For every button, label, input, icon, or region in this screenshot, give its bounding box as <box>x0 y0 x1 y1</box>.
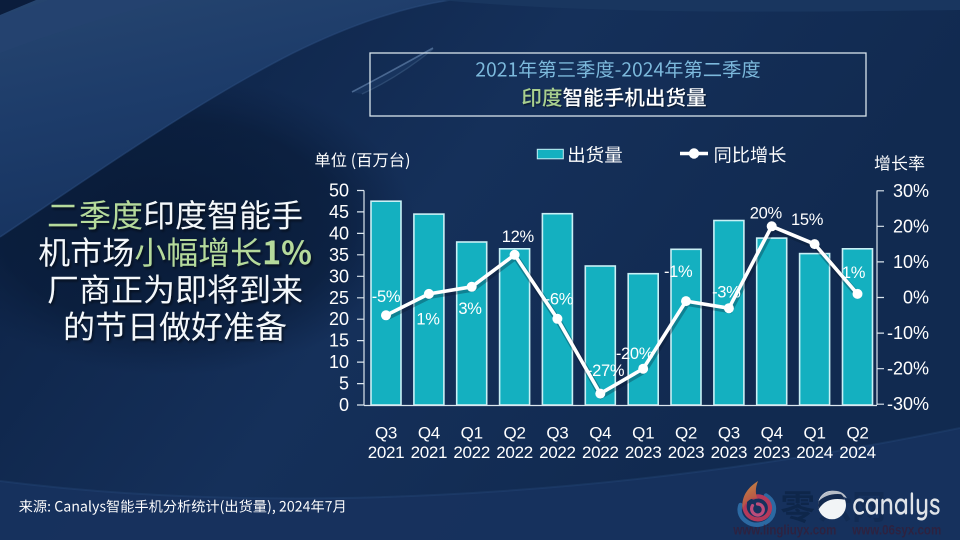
svg-text:-20%: -20% <box>887 359 929 379</box>
svg-text:Q2: Q2 <box>846 424 868 443</box>
svg-text:Q1: Q1 <box>804 424 826 443</box>
svg-text:30%: 30% <box>893 181 929 201</box>
svg-text:-10%: -10% <box>887 323 929 343</box>
svg-text:2023: 2023 <box>753 443 790 462</box>
svg-text:12%: 12% <box>502 228 535 246</box>
svg-text:2021: 2021 <box>411 443 448 462</box>
svg-text:20%: 20% <box>750 204 783 222</box>
svg-text:-3%: -3% <box>712 283 741 301</box>
svg-text:25: 25 <box>329 288 349 308</box>
svg-text:1%: 1% <box>416 311 440 329</box>
svg-text:-30%: -30% <box>887 394 929 414</box>
svg-text:Q2: Q2 <box>675 424 697 443</box>
svg-text:2021: 2021 <box>368 443 405 462</box>
svg-text:Q3: Q3 <box>375 424 397 443</box>
svg-text:3%: 3% <box>458 300 482 318</box>
svg-text:45: 45 <box>329 202 349 222</box>
svg-text:-5%: -5% <box>372 288 401 306</box>
svg-text:1%: 1% <box>842 264 866 282</box>
svg-text:Q2: Q2 <box>504 424 526 443</box>
svg-text:2024: 2024 <box>796 443 833 462</box>
svg-text:2023: 2023 <box>668 443 705 462</box>
svg-text:0%: 0% <box>903 288 929 308</box>
svg-text:www.06syx.com: www.06syx.com <box>851 523 941 538</box>
svg-text:5: 5 <box>339 374 349 394</box>
svg-text:40: 40 <box>329 223 349 243</box>
svg-text:20%: 20% <box>893 216 929 236</box>
svg-text:10%: 10% <box>893 252 929 272</box>
svg-text:35: 35 <box>329 245 349 265</box>
svg-text:www.lingliuyx.com: www.lingliuyx.com <box>733 523 837 538</box>
svg-text:Q4: Q4 <box>418 424 440 443</box>
svg-text:-1%: -1% <box>664 263 693 281</box>
svg-text:15%: 15% <box>791 211 824 229</box>
svg-text:20: 20 <box>329 309 349 329</box>
svg-text:Q3: Q3 <box>718 424 740 443</box>
svg-text:2023: 2023 <box>625 443 662 462</box>
svg-text:2022: 2022 <box>496 443 533 462</box>
svg-text:10: 10 <box>329 352 349 372</box>
svg-text:2022: 2022 <box>453 443 490 462</box>
svg-text:Q4: Q4 <box>761 424 783 443</box>
svg-text:-27%: -27% <box>587 362 625 380</box>
svg-text:Q3: Q3 <box>546 424 568 443</box>
svg-text:Q1: Q1 <box>461 424 483 443</box>
svg-text:2023: 2023 <box>711 443 748 462</box>
svg-text:15: 15 <box>329 331 349 351</box>
svg-text:0: 0 <box>339 395 349 415</box>
svg-text:Q1: Q1 <box>632 424 654 443</box>
svg-text:-6%: -6% <box>545 291 574 309</box>
svg-text:-20%: -20% <box>616 345 654 363</box>
svg-text:2024: 2024 <box>839 443 876 462</box>
svg-text:50: 50 <box>329 181 349 201</box>
svg-text:Q4: Q4 <box>589 424 611 443</box>
svg-text:2022: 2022 <box>582 443 619 462</box>
svg-text:30: 30 <box>329 266 349 286</box>
svg-text:2022: 2022 <box>539 443 576 462</box>
